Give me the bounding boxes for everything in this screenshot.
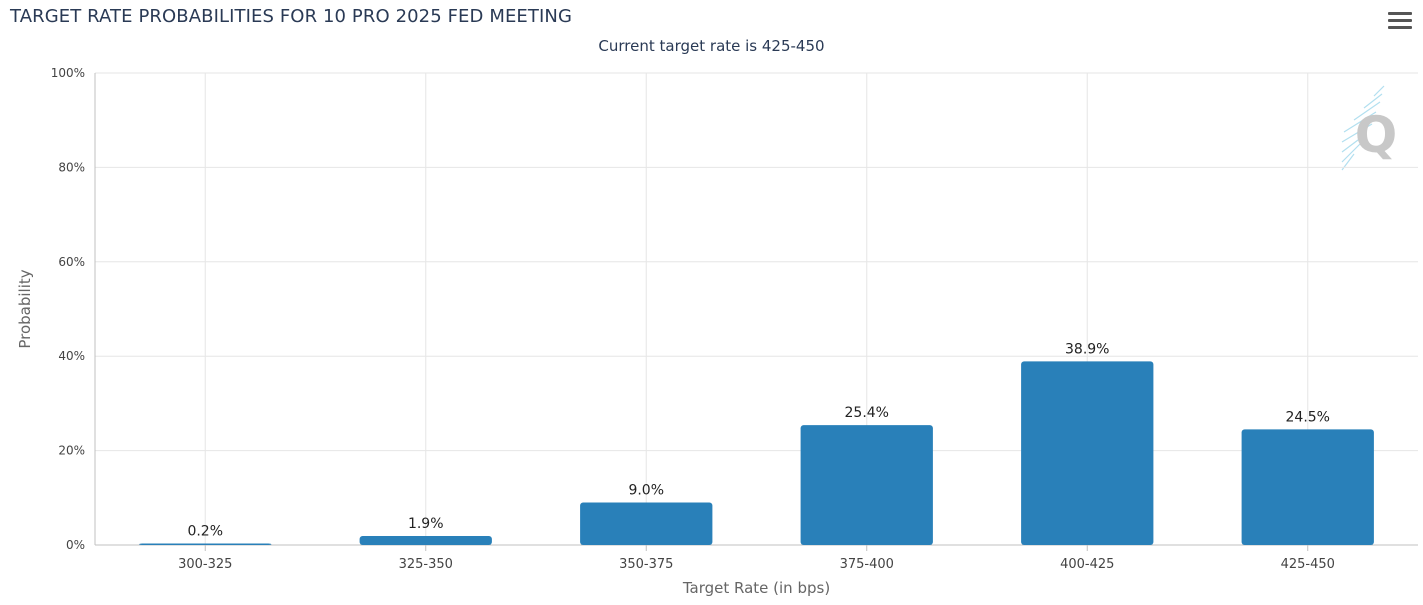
- chart-menu-button[interactable]: [1388, 12, 1412, 32]
- x-axis-title: Target Rate (in bps): [682, 579, 830, 597]
- x-tick-label: 300-325: [178, 557, 232, 572]
- x-tick-label: 375-400: [840, 557, 894, 572]
- data-label: 38.9%: [1065, 341, 1109, 357]
- x-tick-label: 425-450: [1281, 557, 1335, 572]
- data-label: 0.2%: [187, 524, 223, 540]
- x-tick-label: 350-375: [619, 557, 673, 572]
- watermark-logo-icon: Q: [1341, 85, 1398, 171]
- data-label: 24.5%: [1286, 409, 1330, 425]
- bar: [139, 543, 272, 545]
- data-label: 25.4%: [845, 405, 889, 421]
- hamburger-menu-icon: [1388, 12, 1412, 15]
- bar: [359, 536, 492, 545]
- y-tick-label: 60%: [58, 255, 85, 269]
- chart-subtitle: Current target rate is 425-450: [598, 37, 825, 55]
- data-label: 9.0%: [628, 483, 664, 499]
- y-tick-label: 20%: [58, 444, 85, 458]
- y-tick-label: 40%: [58, 349, 85, 363]
- data-label: 1.9%: [408, 516, 444, 532]
- bar: [580, 502, 713, 545]
- bar: [1021, 361, 1154, 545]
- y-axis-title: Probability: [16, 269, 34, 348]
- y-tick-label: 80%: [58, 160, 85, 174]
- x-tick-label: 325-350: [399, 557, 453, 572]
- y-tick-label: 100%: [51, 66, 85, 80]
- x-tick-label: 400-425: [1060, 557, 1114, 572]
- svg-text:Q: Q: [1355, 106, 1398, 164]
- chart-title: TARGET RATE PROBABILITIES FOR 10 PRO 202…: [10, 6, 573, 27]
- y-tick-label: 0%: [66, 538, 85, 552]
- bar: [800, 425, 933, 545]
- bar: [1241, 429, 1374, 545]
